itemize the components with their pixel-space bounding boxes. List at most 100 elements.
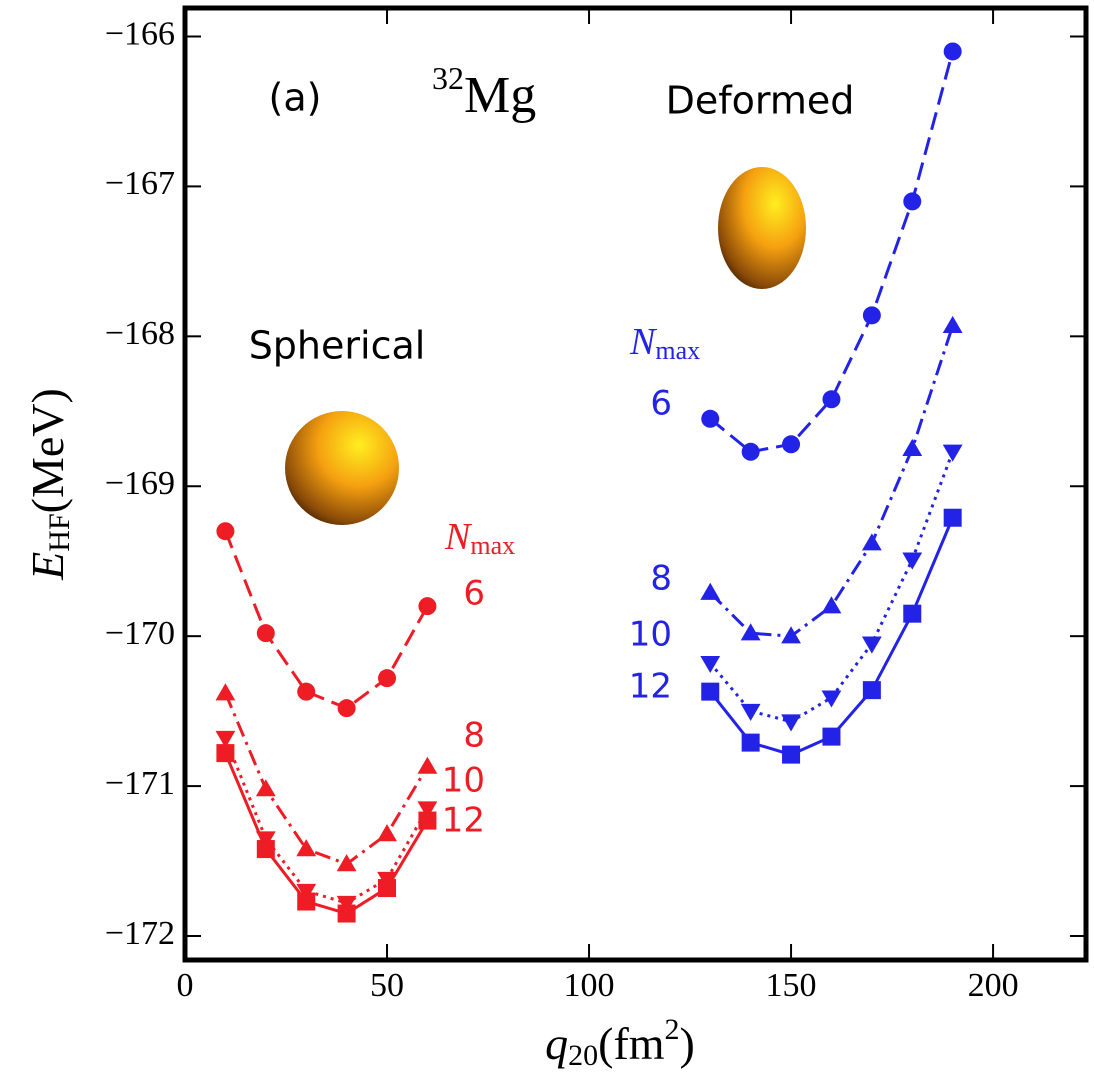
marker: [741, 733, 760, 752]
marker: [782, 435, 801, 454]
panel-label: (a): [269, 76, 322, 120]
marker: [296, 883, 317, 901]
marker: [297, 682, 316, 701]
series-label: 12: [442, 801, 485, 841]
legend-title-main: N: [444, 516, 473, 558]
plot-frame: [182, 5, 1089, 963]
marker: [215, 730, 236, 749]
marker: [781, 626, 801, 644]
annotation: Spherical: [249, 324, 426, 368]
marker: [861, 533, 882, 551]
marker: [296, 839, 317, 857]
x-tick-label: 50: [370, 967, 404, 1004]
marker: [417, 756, 438, 774]
marker: [821, 596, 842, 614]
marker: [297, 892, 316, 911]
series-label: 12: [629, 667, 672, 707]
y-tick-label: −167: [105, 165, 175, 202]
element-symbol: Mg: [464, 67, 536, 124]
marker: [377, 824, 397, 842]
x-tick-label: 200: [968, 967, 1019, 1004]
marker: [942, 315, 963, 334]
x-tick-label: 150: [766, 967, 817, 1004]
marker: [902, 552, 923, 570]
deformed-nucleus: [718, 167, 806, 289]
x-tick-label: 100: [564, 967, 615, 1004]
series-line: [224, 692, 429, 866]
x-axis-label: q20(fm2): [545, 1013, 695, 1072]
nucleus-label: 32Mg: [432, 60, 536, 124]
legend-title: Nmax: [444, 516, 515, 560]
marker: [822, 727, 841, 746]
marker: [337, 904, 356, 923]
marker: [943, 508, 962, 527]
series-label: 10: [442, 761, 485, 801]
marker: [700, 655, 721, 674]
y-label-main: E: [22, 552, 73, 581]
marker: [215, 683, 236, 701]
y-axis-label: EHF(MeV): [22, 388, 76, 581]
marker: [700, 582, 721, 600]
marker: [862, 306, 881, 325]
series-label: 6: [463, 574, 485, 614]
y-tick-label: −170: [105, 615, 175, 652]
y-label-rest: (MeV): [22, 388, 73, 513]
marker: [378, 669, 397, 688]
series-line: [224, 530, 429, 710]
marker: [903, 192, 922, 211]
marker: [862, 681, 881, 700]
marker: [782, 745, 801, 764]
marker: [336, 895, 357, 913]
marker: [378, 879, 397, 898]
series-line: [224, 737, 429, 905]
marker: [942, 444, 963, 462]
y-tick-label: −172: [105, 915, 175, 952]
x-label-sup: 2: [665, 1013, 680, 1046]
marker: [902, 438, 923, 456]
series-label: 8: [463, 716, 485, 756]
series-line: [709, 325, 955, 638]
legend-title: Nmax: [629, 321, 700, 365]
marker: [861, 636, 882, 654]
marker: [740, 703, 761, 722]
marker: [256, 624, 275, 643]
mass-number: 32: [432, 60, 464, 96]
series-label: 6: [650, 384, 672, 424]
marker: [255, 779, 276, 797]
marker: [337, 699, 356, 718]
y-label-sub: HF: [43, 513, 76, 551]
series-label: 8: [650, 559, 672, 599]
marker: [216, 744, 235, 763]
legend-title-sub: max: [655, 336, 700, 365]
marker: [216, 522, 235, 541]
marker: [821, 690, 842, 708]
marker: [822, 390, 841, 409]
series-label: 10: [629, 615, 672, 655]
legend-title-sub: max: [470, 531, 515, 560]
x-label-sub: 20: [568, 1039, 598, 1072]
marker: [701, 682, 720, 701]
marker: [336, 854, 357, 872]
y-tick-label: −166: [105, 15, 175, 52]
marker: [701, 409, 720, 428]
marker: [741, 442, 760, 461]
series-line: [709, 451, 955, 724]
series-line: [224, 752, 429, 916]
marker: [903, 604, 922, 623]
marker: [417, 801, 438, 819]
y-tick-label: −169: [105, 465, 175, 502]
marker: [740, 623, 761, 641]
marker: [418, 597, 437, 616]
x-label-main: q: [545, 1018, 568, 1069]
spherical-nucleus: [285, 411, 399, 525]
marker: [943, 42, 962, 61]
annotation: Deformed: [666, 79, 855, 123]
marker: [781, 714, 801, 732]
x-tick-label: 0: [177, 967, 194, 1004]
y-tick-label: −171: [105, 765, 175, 802]
x-label-open: (fm: [598, 1018, 665, 1069]
legend-title-main: N: [629, 321, 658, 363]
marker: [418, 811, 437, 830]
x-label-close: ): [680, 1018, 695, 1069]
